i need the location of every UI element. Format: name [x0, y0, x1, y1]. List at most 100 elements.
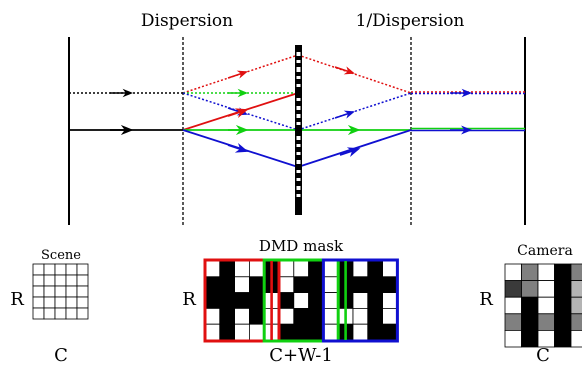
camera-cell — [537, 263, 555, 282]
camera-cell — [570, 296, 582, 315]
dmd-strip-opening — [296, 160, 301, 164]
mask-cell — [308, 292, 324, 309]
mask-cell — [204, 307, 221, 325]
camera-cell — [537, 329, 555, 348]
output-ray-lower — [411, 125, 525, 135]
blue-solid-arrow-2 — [339, 147, 361, 157]
dmd-strip-opening — [296, 194, 301, 197]
red-dotted-arrow-1 — [227, 70, 248, 79]
mask-cell — [293, 292, 309, 309]
scene-cell — [32, 263, 45, 276]
scene-cell — [54, 296, 67, 309]
mask-cell — [322, 307, 339, 325]
mask-cell — [219, 307, 236, 325]
mask-cell — [219, 260, 236, 278]
camera-cell — [521, 329, 539, 348]
mask-cell — [308, 323, 324, 341]
dmd-strip-opening — [296, 98, 301, 101]
scene-cell — [65, 285, 78, 298]
mask-cell — [293, 323, 309, 341]
mask-cell — [293, 307, 309, 325]
mask-cell — [293, 260, 309, 278]
camera-cell — [554, 296, 572, 315]
mask-cell — [248, 307, 265, 325]
dmd-mask-grid — [203, 258, 399, 343]
mask-cell — [352, 276, 369, 293]
mask-cols-label: C+W-1 — [269, 345, 333, 366]
scene-label: Scene — [41, 248, 81, 263]
mask-cell — [382, 260, 398, 278]
mask-cell — [219, 323, 236, 341]
camera-cell — [570, 313, 582, 331]
scene-cell — [32, 307, 45, 320]
scene-cell — [43, 263, 56, 276]
mask-cell — [278, 276, 295, 293]
mask-cell — [278, 260, 295, 278]
dmd-strip-opening — [296, 67, 301, 72]
camera-cell — [554, 263, 572, 282]
red-ray-dotted-b — [297, 54, 412, 94]
dmd-strip-opening — [296, 106, 301, 110]
dmd-mask-label: DMD mask — [259, 237, 344, 255]
blue-ray-dotted-b — [297, 92, 412, 131]
dmd-strip-opening — [296, 152, 301, 155]
scene-cell — [43, 285, 56, 298]
camera-cell — [537, 313, 555, 331]
scene-cell — [76, 274, 89, 287]
scene-cell — [76, 307, 89, 320]
camera-cell — [537, 296, 555, 315]
mask-cell — [234, 307, 250, 325]
dmd-strip — [295, 45, 302, 215]
dmd-strip-body — [295, 45, 302, 215]
mask-cell — [234, 260, 250, 278]
scene-rows-label: R — [10, 289, 24, 310]
mask-cell — [308, 260, 324, 278]
mask-cell — [352, 307, 369, 325]
mask-cell — [352, 260, 369, 278]
scene-cell — [54, 307, 67, 320]
red-solid-arrow — [227, 108, 249, 118]
output-ray-upper — [411, 88, 525, 98]
camera-cell — [570, 329, 582, 348]
inverse-dispersion-label: 1/Dispersion — [356, 11, 465, 31]
dmd-strip-opening — [296, 60, 301, 63]
dmd-strip-opening — [296, 144, 301, 147]
camera-label: Camera — [517, 243, 573, 259]
dmd-strip-opening — [296, 170, 301, 173]
dmd-strip-opening — [296, 52, 301, 56]
mask-cell — [367, 323, 383, 341]
mask-cell — [308, 307, 324, 325]
mask-cell — [322, 276, 339, 293]
scene-cell — [54, 285, 67, 298]
camera-cell — [504, 296, 522, 315]
mask-rows-label: R — [182, 289, 196, 310]
scene-cell — [32, 296, 45, 309]
mask-cell — [382, 292, 398, 309]
mask-cell — [367, 292, 383, 309]
scene-cell — [32, 285, 45, 298]
scene-cell — [65, 296, 78, 309]
camera-cell — [504, 263, 522, 282]
camera-cell — [504, 313, 522, 331]
camera-cell — [554, 313, 572, 331]
mask-cell — [352, 323, 369, 341]
camera-cell — [554, 280, 572, 298]
mask-cell — [293, 276, 309, 293]
camera-grid — [504, 263, 582, 348]
mask-cell — [278, 307, 295, 325]
camera-cell — [537, 280, 555, 298]
dmd-strip-opening — [296, 114, 301, 118]
mask-cell — [322, 260, 339, 278]
mask-cell — [367, 276, 383, 293]
camera-cell — [570, 263, 582, 282]
dmd-strip-opening — [296, 122, 301, 125]
mask-cell — [382, 276, 398, 293]
camera-cell — [504, 280, 522, 298]
camera-cell — [521, 263, 539, 282]
mask-cell — [352, 292, 369, 309]
mask-cell — [367, 260, 383, 278]
mask-cell — [234, 276, 250, 293]
scene-cell — [65, 263, 78, 276]
scene-cell — [43, 296, 56, 309]
camera-cell — [570, 280, 582, 298]
